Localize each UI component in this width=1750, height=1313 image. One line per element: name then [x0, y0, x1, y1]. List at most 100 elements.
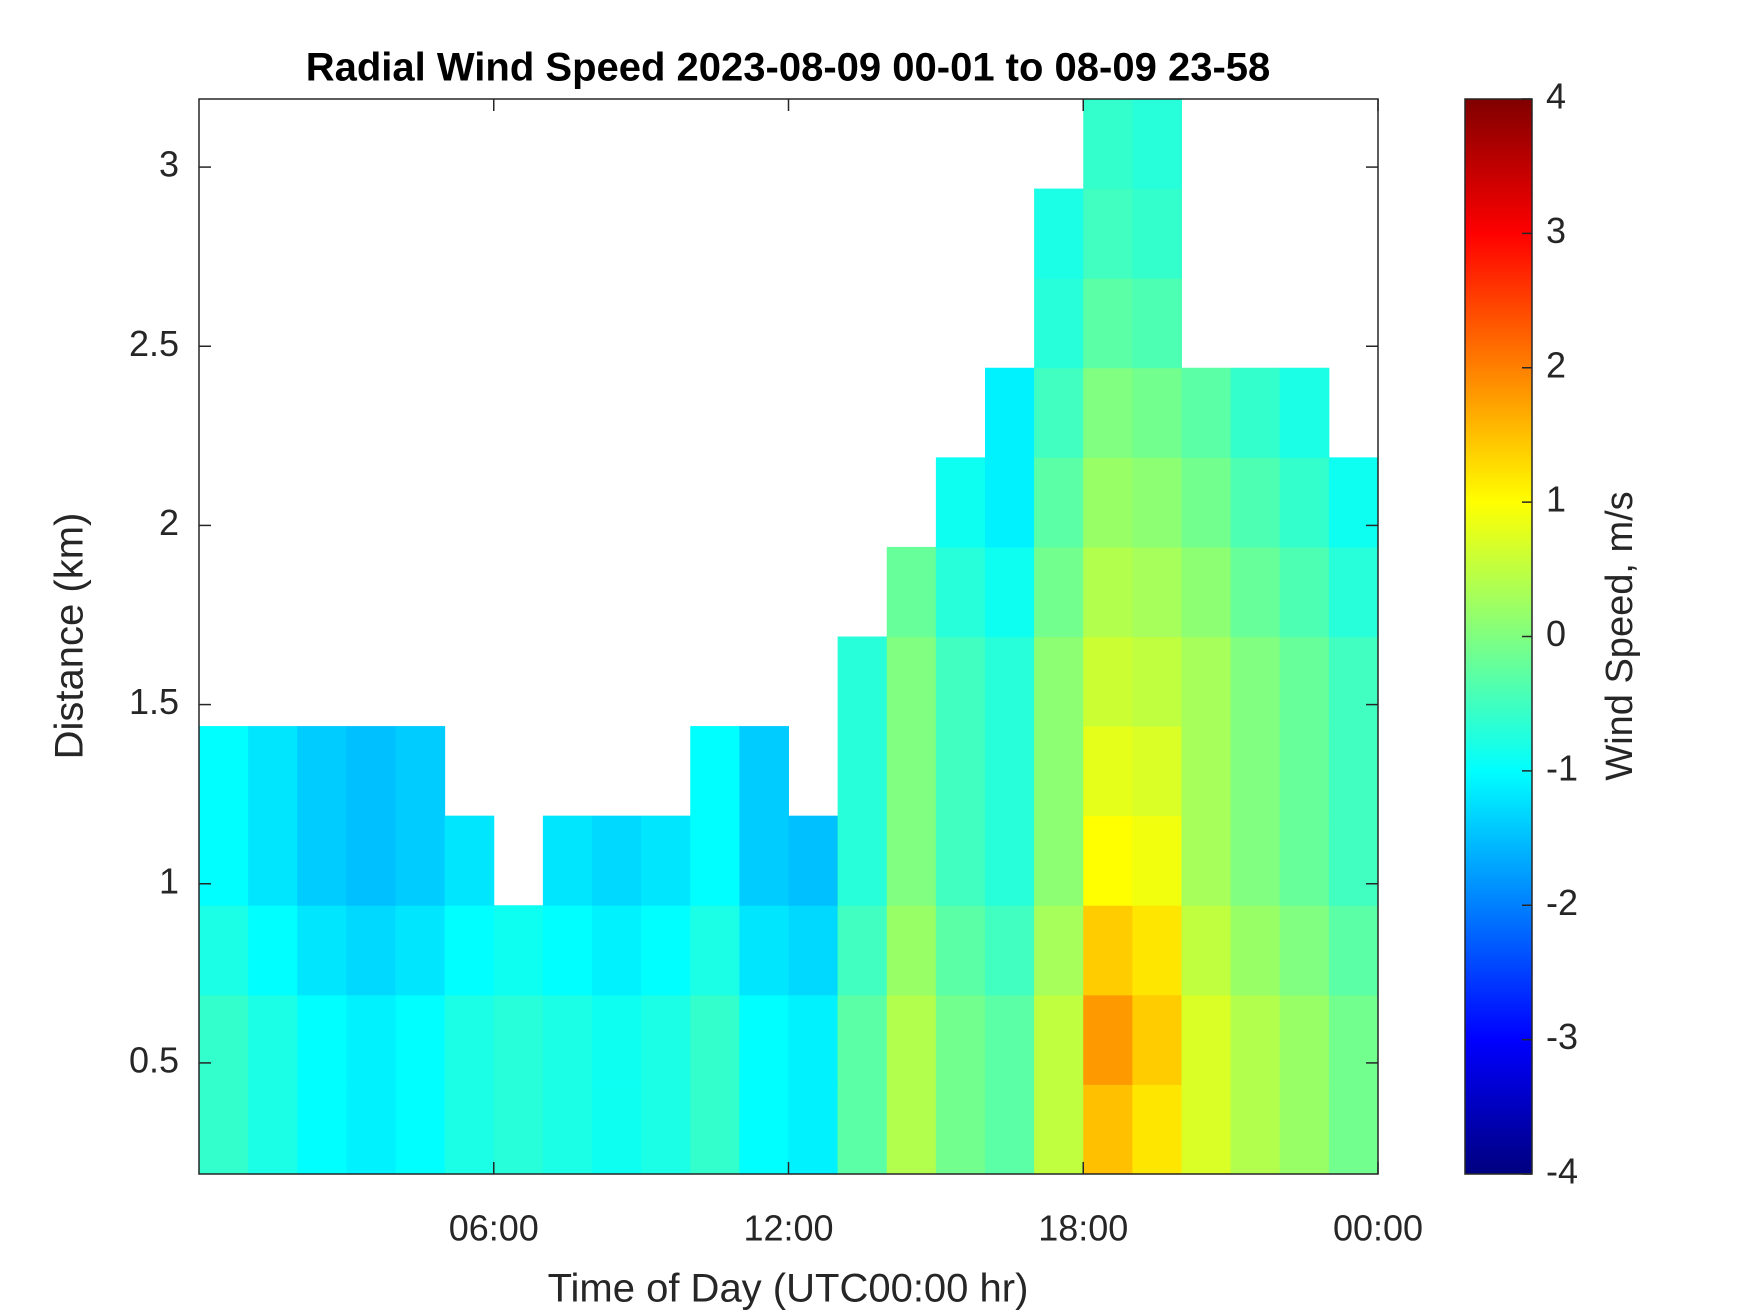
heat-cell [346, 726, 396, 817]
heat-cell [1034, 457, 1084, 548]
heat-cell [1034, 994, 1084, 1085]
heat-cell [935, 905, 986, 996]
heat-cell [297, 905, 347, 996]
heat-cell [493, 1084, 544, 1175]
heat-cell [739, 726, 789, 817]
heat-cell [1279, 726, 1330, 817]
heat-cell [690, 726, 740, 817]
heat-cell [1230, 457, 1281, 548]
heat-cell [1181, 1084, 1232, 1175]
heat-cell [1328, 546, 1379, 637]
heat-cell [297, 994, 347, 1085]
heat-cell [690, 1084, 740, 1175]
heat-cell [739, 1084, 789, 1175]
heat-cell [886, 815, 937, 906]
heat-cell [444, 1084, 495, 1175]
heat-cell [837, 905, 888, 996]
heat-cell [1181, 815, 1232, 906]
heat-cell [641, 1084, 691, 1175]
heat-cell [1132, 815, 1182, 906]
y-tick-label: 1 [159, 860, 179, 901]
heat-cell [346, 1084, 396, 1175]
heat-cell [346, 815, 396, 906]
heat-cell [1034, 546, 1084, 637]
heat-cell [248, 994, 298, 1085]
heat-cell [542, 994, 593, 1085]
heat-cell [493, 905, 544, 996]
heat-cell [985, 726, 1035, 817]
heat-cell [935, 457, 986, 548]
heat-cell [1181, 546, 1232, 637]
heat-cell [1132, 726, 1182, 817]
heat-cell [1132, 188, 1182, 279]
heat-cell [985, 367, 1035, 458]
y-tick-label: 0.5 [129, 1039, 179, 1080]
heat-cell [395, 994, 446, 1085]
heat-cell [886, 1084, 937, 1175]
heat-cell [1328, 726, 1379, 817]
heat-cell [985, 905, 1035, 996]
heat-cell [1279, 815, 1330, 906]
colorbar-label: Wind Speed, m/s [1599, 491, 1641, 780]
heat-cell [592, 815, 642, 906]
heat-cell [297, 815, 347, 906]
heat-cell [641, 905, 691, 996]
heat-cell [935, 815, 986, 906]
heat-cell [886, 636, 937, 727]
colorbar-tick-label: 1 [1546, 479, 1566, 520]
y-tick-label: 3 [159, 144, 179, 185]
y-tick-label: 2 [159, 502, 179, 543]
heat-cell [1328, 815, 1379, 906]
heat-cell [1083, 994, 1133, 1085]
colorbar-tick-label: -3 [1546, 1016, 1578, 1057]
heat-cell [1132, 278, 1182, 369]
heat-cell [1230, 815, 1281, 906]
heat-cell [1132, 636, 1182, 727]
heat-cell [1083, 546, 1133, 637]
heat-cell [1132, 367, 1182, 458]
heat-cell [985, 1084, 1035, 1175]
heat-cell [1181, 905, 1232, 996]
heat-cell [592, 994, 642, 1085]
heat-cell [1034, 188, 1084, 279]
heat-cell [199, 726, 249, 817]
heat-cell [1230, 905, 1281, 996]
heat-cell [837, 994, 888, 1085]
heat-cell [297, 1084, 347, 1175]
heat-cell [493, 994, 544, 1085]
heat-cell [1083, 815, 1133, 906]
heat-cell [1132, 457, 1182, 548]
heat-cell [1328, 1084, 1379, 1175]
heat-cell [1132, 99, 1182, 190]
heat-cell [395, 905, 446, 996]
colorbar-tick-label: 0 [1546, 613, 1566, 654]
heat-cell [395, 726, 446, 817]
heat-cell [886, 546, 937, 637]
heat-cell [1279, 1084, 1330, 1175]
heat-cell [1279, 457, 1330, 548]
heat-cell [1279, 367, 1330, 458]
heat-cell [1083, 367, 1133, 458]
heat-cell [1034, 815, 1084, 906]
heat-cell [1328, 457, 1379, 548]
heat-cell [1034, 636, 1084, 727]
heat-cell [935, 994, 986, 1085]
heat-cell [1230, 367, 1281, 458]
heat-cell [1034, 367, 1084, 458]
heat-cell [1279, 994, 1330, 1085]
heat-cell [985, 815, 1035, 906]
heat-cell [444, 994, 495, 1085]
heat-cell [1181, 367, 1232, 458]
x-tick-label: 06:00 [449, 1208, 539, 1249]
heat-cell [592, 905, 642, 996]
heat-cell [1230, 726, 1281, 817]
heat-cell [199, 994, 249, 1085]
colorbar [1464, 98, 1533, 1175]
heat-cell [199, 815, 249, 906]
heat-cell [886, 905, 937, 996]
heat-cell [935, 636, 986, 727]
heat-cell [788, 994, 839, 1085]
y-tick-label: 1.5 [129, 681, 179, 722]
heat-cell [985, 994, 1035, 1085]
